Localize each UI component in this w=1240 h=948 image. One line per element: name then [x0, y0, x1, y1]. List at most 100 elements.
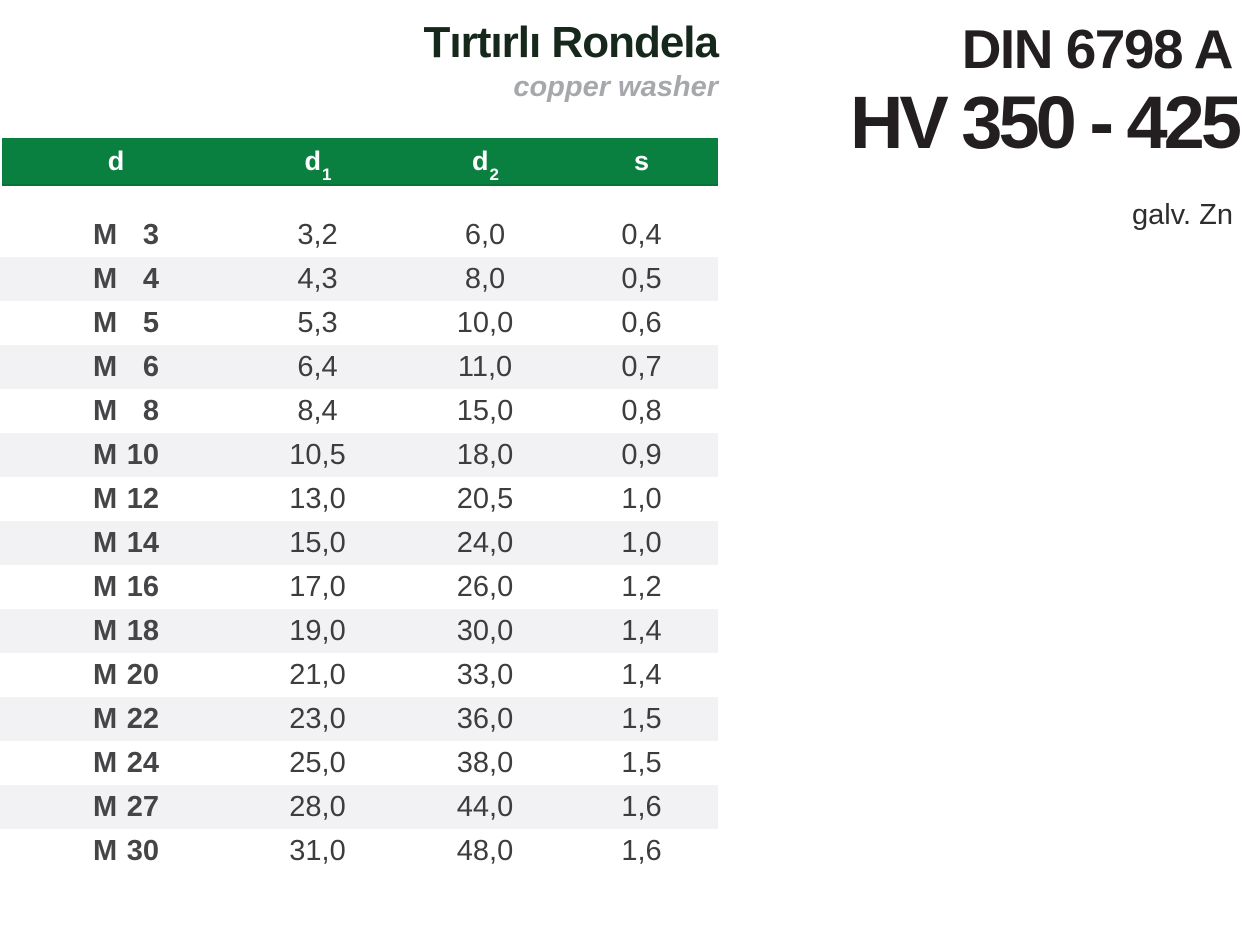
thread-size-group: M 8	[93, 395, 159, 428]
table-row: M 24 25,0 38,0 1,5	[0, 741, 718, 785]
cell-d1: 19,0	[289, 614, 346, 647]
cell-d2: 11,0	[457, 350, 513, 383]
thread-size: 24	[126, 746, 159, 779]
cell-thread-size: M 22	[0, 703, 230, 736]
cell-s: 1,0	[621, 526, 662, 559]
thread-prefix: M	[93, 218, 118, 251]
cell-thread-size: M 16	[0, 571, 230, 604]
thread-size: 3	[142, 218, 159, 251]
cell-d2: 6,0	[464, 218, 506, 251]
cell-s: 1,5	[621, 702, 662, 735]
table-row: M 5 5,3 10,0 0,6	[0, 301, 718, 345]
cell-thread-size: M 3	[0, 219, 230, 252]
cell-d2: 18,0	[456, 438, 514, 471]
thread-size-group: M 3	[93, 219, 159, 252]
column-header-d2-label: d	[472, 145, 489, 176]
table-row: M 18 19,0 30,0 1,4	[0, 609, 718, 653]
coating-note: galv. Zn	[1131, 199, 1233, 231]
cell-d1: 10,5	[289, 438, 346, 471]
thread-size: 14	[126, 526, 159, 559]
cell-d2: 30,0	[456, 614, 514, 647]
cell-thread-size: M 4	[0, 263, 230, 296]
cell-d2: 15,0	[456, 394, 514, 427]
table-row: M 30 31,0 48,0 1,6	[0, 829, 718, 873]
cell-s: 0,7	[621, 350, 662, 383]
column-header-d: d	[2, 145, 230, 176]
cell-d2: 33,0	[456, 658, 514, 691]
table-row: M 14 15,0 24,0 1,0	[0, 521, 718, 565]
column-header-d2: d2	[405, 145, 565, 183]
table-row: M 6 6,4 11,0 0,7	[0, 345, 718, 389]
cell-thread-size: M 30	[0, 835, 230, 868]
cell-d1: 23,0	[289, 702, 346, 735]
cell-s: 0,5	[621, 262, 662, 295]
thread-prefix: M	[93, 702, 118, 735]
thread-size-group: M 5	[93, 307, 159, 340]
hardness-range-title: HV 350 - 425	[849, 81, 1240, 164]
thread-prefix: M	[93, 350, 118, 383]
table-row: M 27 28,0 44,0 1,6	[0, 785, 718, 829]
thread-size-group: M 16	[93, 571, 159, 604]
standard-info-block: DIN 6798 A HV 350 - 425 galv. Zn	[798, 22, 1240, 231]
cell-d2: 8,0	[464, 262, 506, 295]
cell-d1: 5,3	[297, 306, 338, 339]
column-header-d1: d1	[230, 147, 405, 183]
table-row: M 8 8,4 15,0 0,8	[0, 389, 718, 433]
cell-d1: 28,0	[289, 790, 346, 823]
thread-prefix: M	[93, 306, 118, 339]
thread-size-group: M 30	[93, 835, 159, 868]
cell-s: 1,4	[621, 614, 662, 647]
thread-size-group: M 10	[93, 439, 159, 472]
table-header: d d1 d2 s	[2, 138, 718, 186]
thread-size: 4	[142, 262, 159, 295]
cell-d2: 38,0	[456, 746, 514, 779]
cell-d1: 15,0	[289, 526, 346, 559]
cell-thread-size: M 14	[0, 527, 230, 560]
cell-d2: 10,0	[456, 306, 514, 339]
thread-prefix: M	[93, 482, 118, 515]
cell-thread-size: M 12	[0, 483, 230, 516]
cell-d1: 31,0	[289, 834, 346, 867]
cell-d1: 17,0	[289, 570, 346, 603]
thread-size-group: M 12	[93, 483, 159, 516]
table-row: M 22 23,0 36,0 1,5	[0, 697, 718, 741]
cell-d2: 36,0	[456, 702, 514, 735]
cell-s: 1,4	[621, 658, 662, 691]
thread-size: 6	[142, 350, 159, 383]
cell-d1: 8,4	[297, 394, 338, 427]
cell-d1: 25,0	[289, 746, 346, 779]
thread-size: 30	[126, 834, 159, 867]
cell-thread-size: M 24	[0, 747, 230, 780]
cell-thread-size: M 6	[0, 351, 230, 384]
product-title-block: Tırtırlı Rondela copper washer	[0, 18, 719, 103]
cell-s: 1,5	[621, 746, 662, 779]
cell-thread-size: M 20	[0, 659, 230, 692]
cell-s: 1,0	[621, 482, 662, 515]
thread-prefix: M	[93, 614, 118, 647]
column-header-d-label: d	[107, 145, 125, 176]
cell-s: 1,6	[621, 790, 662, 823]
cell-d2: 20,5	[456, 482, 514, 515]
table-row: M 10 10,5 18,0 0,9	[0, 433, 718, 477]
cell-thread-size: M 5	[0, 307, 230, 340]
cell-d2: 26,0	[456, 570, 514, 603]
table-row: M 16 17,0 26,0 1,2	[0, 565, 718, 609]
cell-thread-size: M 10	[0, 439, 230, 472]
cell-d1: 6,4	[297, 350, 338, 383]
table-row: M 4 4,3 8,0 0,5	[0, 257, 718, 301]
thread-prefix: M	[93, 438, 118, 471]
column-header-d2-sub: 2	[489, 164, 499, 184]
cell-s: 0,8	[621, 394, 662, 427]
thread-size: 18	[126, 614, 159, 647]
cell-s: 0,9	[621, 438, 662, 471]
cell-s: 0,6	[621, 306, 662, 339]
cell-d1: 4,3	[297, 262, 338, 295]
table-row: M 3 3,2 6,0 0,4	[0, 213, 718, 257]
thread-size-group: M 18	[93, 615, 159, 648]
table-body: M 3 3,2 6,0 0,4 M 4 4,3 8,0 0,5 M 5 5,3 …	[0, 213, 718, 873]
thread-prefix: M	[93, 746, 118, 779]
cell-d2: 24,0	[456, 526, 514, 559]
table-row: M 20 21,0 33,0 1,4	[0, 653, 718, 697]
page-title: Tırtırlı Rondela	[423, 18, 719, 67]
